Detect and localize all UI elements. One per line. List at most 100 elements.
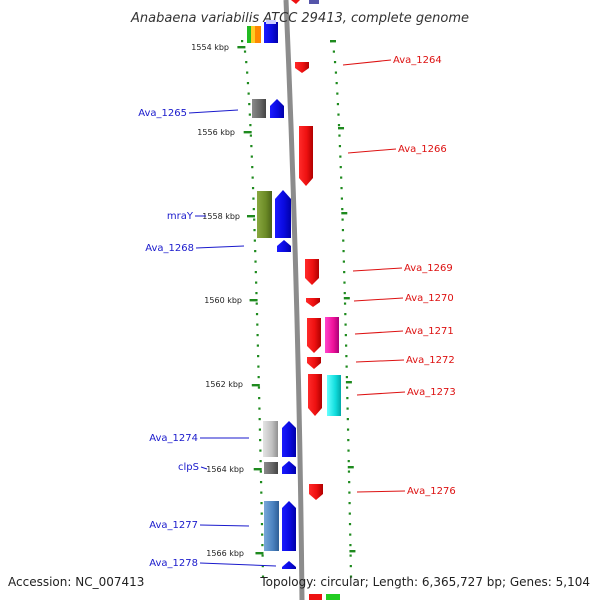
tick-dot [348,523,352,526]
tick-dot [254,260,257,263]
tick-dot [337,124,341,127]
feature-ava-1271[interactable] [307,317,339,353]
tick-dot [248,113,251,116]
tick-dot [344,313,347,316]
tick-dot [258,428,262,431]
tick-dot [330,40,336,43]
tick-dot [336,103,340,106]
gene-label-ava-1272[interactable]: Ava_1272 [406,355,455,366]
tick-label: 1564 kbp [206,465,244,474]
left-labels: Ava_1265 mraY Ava_1268 Ava_1274 clpS Ava… [138,108,277,569]
tick-dot [261,554,264,557]
tick-dot [255,281,258,284]
tick-dot [347,470,351,473]
tick-dot [254,250,257,253]
tick-dot [339,166,342,169]
tick-dot [340,197,344,200]
tick-label: 1566 kbp [206,549,244,558]
tick-dot [340,176,343,179]
feature-partial-top [247,0,319,43]
tick-dot [253,468,262,471]
tick-dot [348,491,351,494]
tick-dot [349,565,352,568]
feature-clps[interactable] [264,461,296,474]
tick-labels: 1554 kbp 1556 kbp 1558 kbp 1560 kbp 1562… [191,43,244,558]
gene-label-ava-1268[interactable]: Ava_1268 [145,243,194,254]
tick-dot [260,512,263,515]
feature-ava-1270[interactable] [306,298,320,307]
tick-dot [349,533,352,536]
tick-dot [341,212,348,215]
tick-dot [258,407,261,410]
tick-dot [345,344,348,347]
tick-dot [344,323,347,326]
gene-label-ava-1274[interactable]: Ava_1274 [149,433,198,444]
feature-ava-1274[interactable] [263,421,296,457]
tick-marks [237,40,356,578]
gene-label-mray[interactable]: mraY [167,211,194,222]
feature-ava-1276[interactable] [309,484,323,500]
tick-dot [246,215,255,218]
tick-dot [349,544,352,547]
gene-label-ava-1266[interactable]: Ava_1266 [398,144,447,155]
tick-dot [349,575,353,578]
feature-ava-1273[interactable] [308,374,341,416]
feature-ava-1269[interactable] [305,259,319,285]
tick-dot [344,334,347,337]
feature-ava-1264[interactable] [295,62,309,73]
gene-label-ava-1271[interactable]: Ava_1271 [405,326,454,337]
tick-dot [253,229,256,232]
gene-label-ava-1278[interactable]: Ava_1278 [149,558,198,569]
gene-label-ava-1265[interactable]: Ava_1265 [138,108,187,119]
gene-label-ava-1264[interactable]: Ava_1264 [393,55,442,66]
tick-dot [249,134,252,137]
tick-dot [348,512,351,515]
tick-dot [256,344,259,347]
tick-dot [343,302,347,305]
tick-dot [347,466,354,469]
tick-dot [343,281,346,284]
feature-ava-1266[interactable] [299,126,313,186]
tick-dot [257,355,260,358]
tick-dot [337,113,340,116]
tick-dot [343,297,350,300]
tick-dot [341,208,344,211]
feature-ava-1268[interactable] [277,240,291,252]
tick-dot [243,50,247,53]
tick-dot [347,439,350,442]
feature-ava-1265[interactable] [252,99,284,118]
gene-label-ava-1270[interactable]: Ava_1270 [405,293,454,304]
gene-label-ava-1273[interactable]: Ava_1273 [407,387,456,398]
right-labels: Ava_1264 Ava_1266 Ava_1269 Ava_1270 Ava_… [342,55,456,497]
feature-mray[interactable] [257,190,291,238]
gene-label-ava-1277[interactable]: Ava_1277 [149,520,198,531]
feature-ava-1277[interactable] [264,501,296,551]
tick-dot [346,428,350,431]
feature-ava-1278[interactable] [282,561,296,569]
tick-dot [338,134,341,137]
tick-dot [336,92,339,95]
gene-label-ava-1276[interactable]: Ava_1276 [407,486,456,497]
feature-ava-1272[interactable] [307,357,321,369]
tick-dot [249,299,258,302]
tick-dot [257,365,260,368]
tick-dot [252,197,255,200]
tick-dot [333,61,337,64]
gene-label-clps[interactable]: clpS [178,462,199,473]
tick-label: 1556 kbp [197,128,235,137]
tick-dot [259,460,262,463]
tick-dot [347,449,350,452]
tick-dot [345,381,352,384]
tick-dot [258,397,261,400]
gene-label-ava-1269[interactable]: Ava_1269 [404,263,453,274]
tick-dot [338,145,342,148]
tick-dot [251,187,255,190]
tick-dot [345,365,348,368]
tick-dot [342,250,345,253]
tick-dot [345,376,348,379]
tick-dot [243,131,252,134]
tick-dot [260,502,263,505]
tick-dot [250,155,253,158]
tick-dot [249,124,252,127]
